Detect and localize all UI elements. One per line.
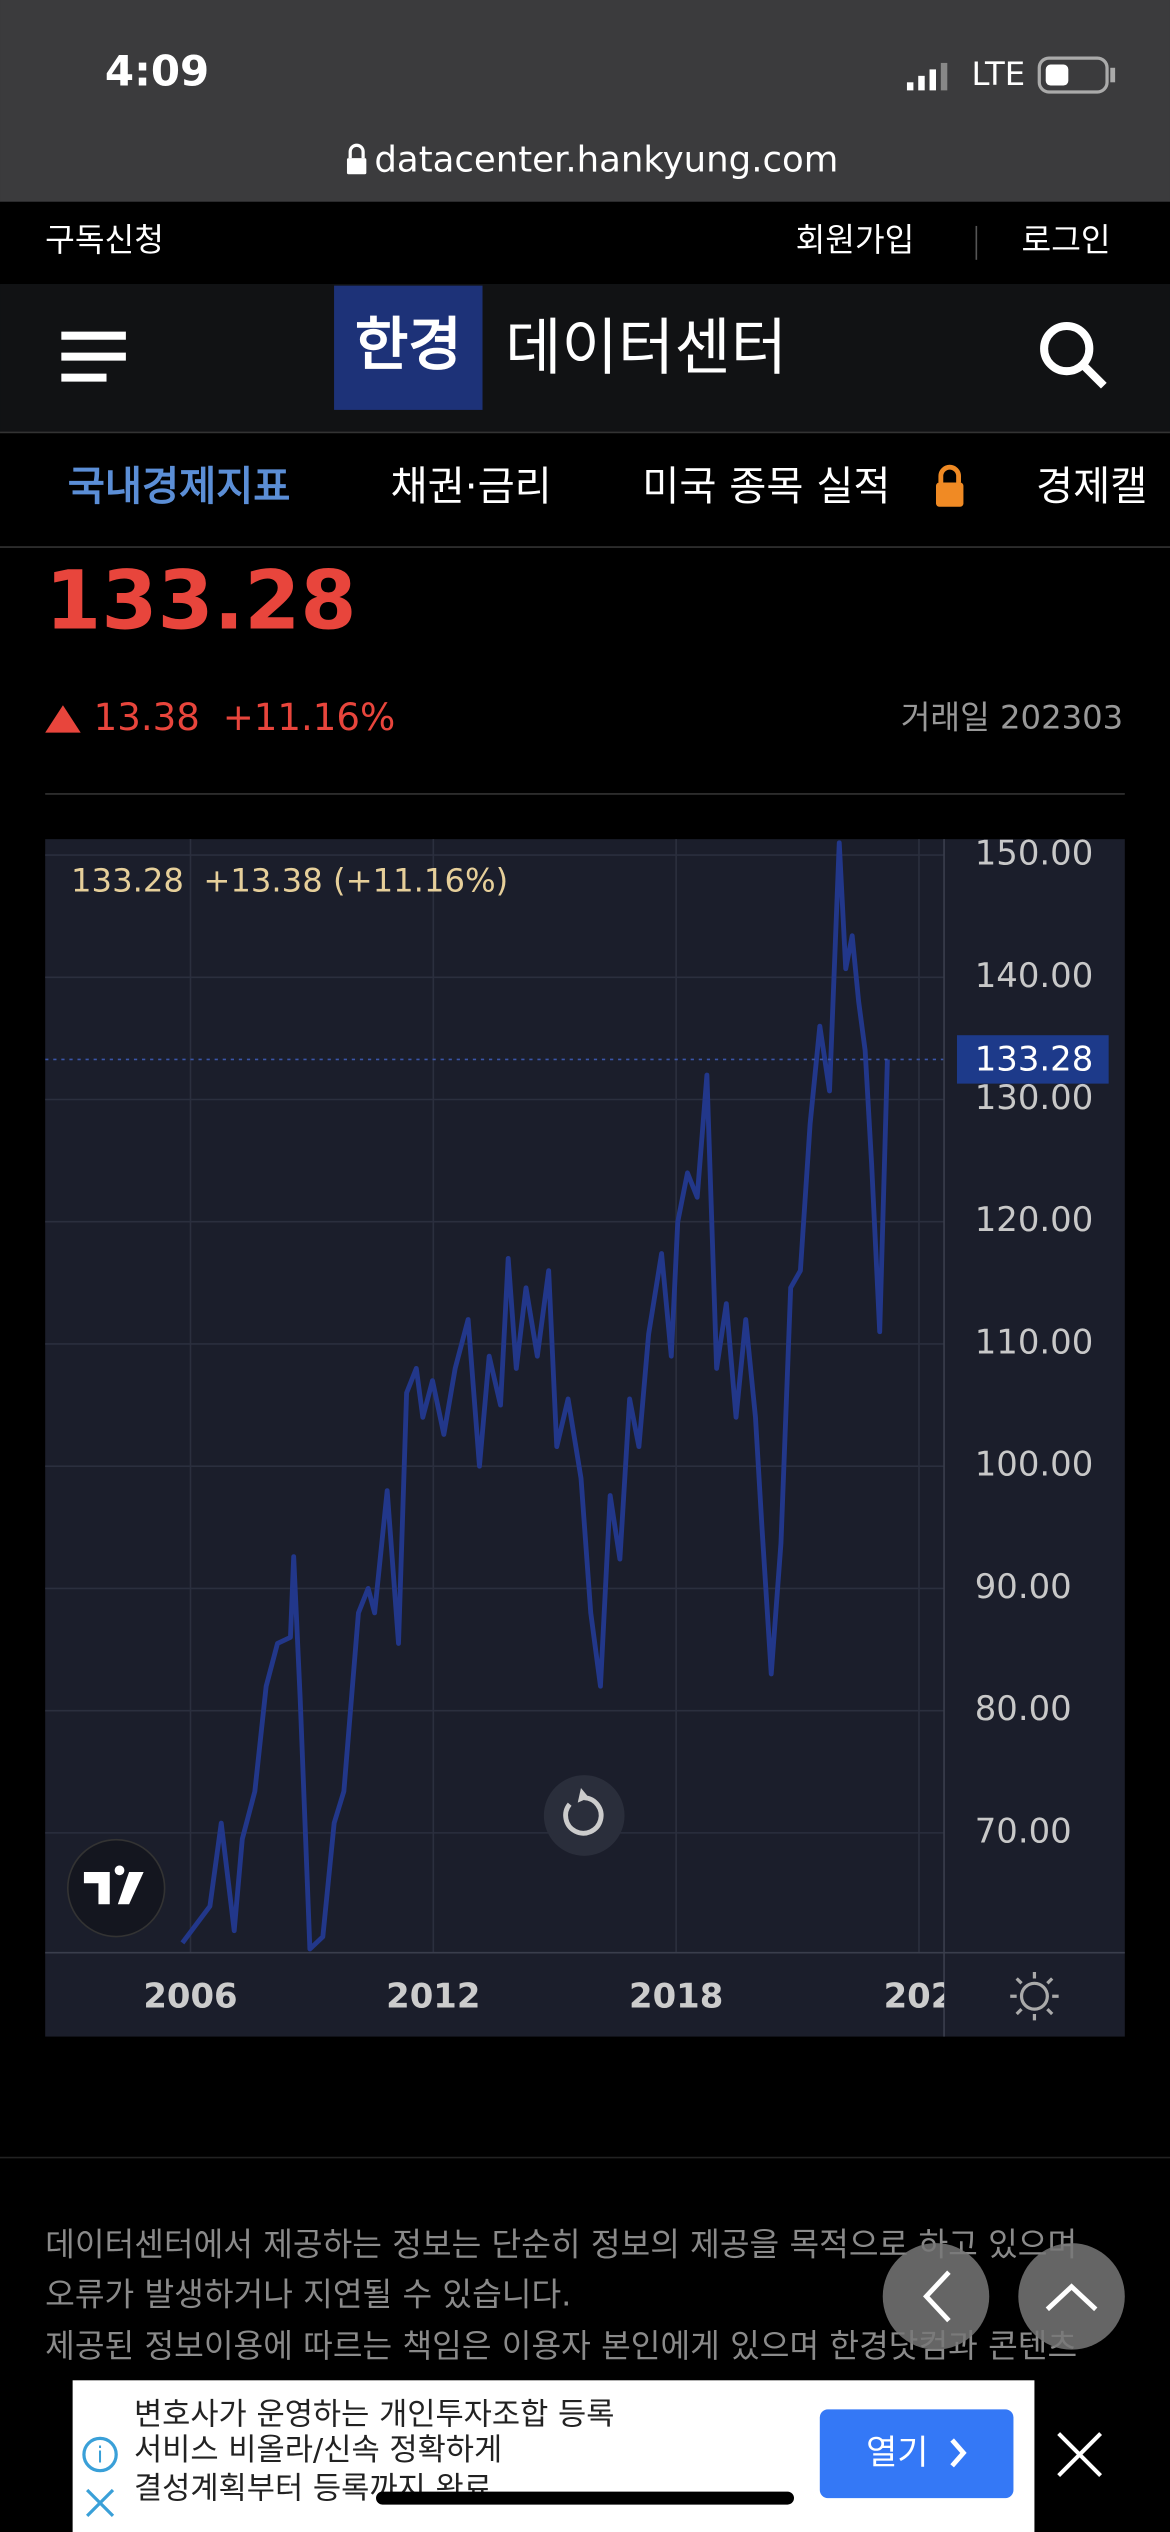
- subscribe-link[interactable]: 구독신청: [45, 221, 164, 259]
- search-button[interactable]: [1040, 321, 1107, 389]
- tradingview-logo[interactable]: [66, 1838, 166, 1938]
- trade-date: 거래일 202303: [901, 699, 1123, 737]
- change: 13.38: [94, 696, 200, 739]
- reset-button[interactable]: [543, 1775, 625, 1856]
- signup-link[interactable]: 회원가입: [796, 221, 915, 259]
- plot-area: [45, 840, 945, 1952]
- battery-icon: [1037, 56, 1116, 94]
- tab[interactable]: 미국 종목 실적: [642, 463, 890, 510]
- network-label: LTE: [971, 55, 1025, 93]
- top-button[interactable]: [1018, 2243, 1125, 2350]
- login-link[interactable]: 로그인: [1022, 221, 1111, 259]
- y-tick-label: 150.00: [975, 834, 1094, 873]
- y-tick-label: 90.00: [975, 1567, 1072, 1606]
- status-bar: [0, 0, 1170, 202]
- tab-active[interactable]: 국내경제지표: [68, 463, 291, 510]
- up-arrow: [45, 705, 81, 733]
- logo-box: [334, 285, 483, 410]
- last-price-box: [956, 1035, 1109, 1084]
- clock: 4:09: [105, 47, 209, 96]
- svg-text:i: i: [97, 2443, 103, 2469]
- logo[interactable]: 한경: [355, 311, 462, 379]
- menu-button[interactable]: [61, 331, 126, 382]
- back-button[interactable]: [882, 2243, 990, 2350]
- ad-info-icon[interactable]: i: [82, 2436, 118, 2473]
- y-axis: 70.0080.0090.00100.00110.00120.00130.001…: [975, 834, 1094, 1851]
- ad-text: 서비스 비올라/신속 정확하게: [134, 2433, 502, 2468]
- tab[interactable]: 채권·금리: [391, 463, 552, 510]
- price-line: [180, 840, 890, 1952]
- x-tick-label: 2006: [143, 1976, 237, 2015]
- last-price-label: 133.28: [975, 1040, 1094, 1079]
- ad-button[interactable]: [819, 2409, 1014, 2499]
- x-tick-label: 2012: [386, 1976, 480, 2015]
- site-title: 데이터센터: [505, 312, 787, 383]
- price: 133.28: [45, 555, 356, 649]
- y-tick-label: 70.00: [975, 1811, 1072, 1850]
- x-tick-label: 202: [884, 1976, 955, 2015]
- header-bar: [0, 284, 1170, 433]
- tab-bar: 국내경제지표 채권·금리 미국 종목 실적 경제캘: [68, 463, 1148, 510]
- x-tick-label: 2018: [629, 1976, 723, 2015]
- lock-badge: [935, 464, 964, 507]
- y-tick-label: 110.00: [975, 1322, 1094, 1361]
- ad-button-label[interactable]: 열기: [866, 2433, 928, 2472]
- change-pct: +11.16%: [223, 696, 396, 739]
- ad-close-small[interactable]: [86, 2488, 115, 2518]
- legend-change: +13.38 (+11.16%): [203, 862, 508, 900]
- y-tick-label: 80.00: [975, 1689, 1072, 1728]
- lock-icon: [346, 143, 367, 175]
- chevron: [950, 2438, 967, 2468]
- tab[interactable]: 경제캘: [1036, 463, 1147, 510]
- y-tick-label: 100.00: [975, 1445, 1094, 1484]
- url[interactable]: datacenter.hankyung.com: [374, 139, 838, 180]
- y-tick-label: 140.00: [975, 956, 1094, 995]
- disclaimer-line: 오류가 발생하거나 지연될 수 있습니다.: [45, 2275, 571, 2313]
- y-tick-label: 130.00: [975, 1078, 1094, 1117]
- legend-price: 133.28: [71, 862, 184, 900]
- settings-button[interactable]: [1010, 1972, 1059, 2021]
- ad-text: 변호사가 운영하는 개인투자조합 등록: [134, 2397, 614, 2432]
- grid: [45, 839, 945, 1953]
- ad-close[interactable]: [1057, 2432, 1103, 2477]
- x-axis: 2006 2012 2018 202: [143, 1976, 955, 2015]
- signal-icon: [906, 62, 948, 91]
- chart-panel: [45, 839, 1125, 2037]
- y-tick-label: 120.00: [975, 1200, 1094, 1239]
- home-indicator: [376, 2491, 794, 2505]
